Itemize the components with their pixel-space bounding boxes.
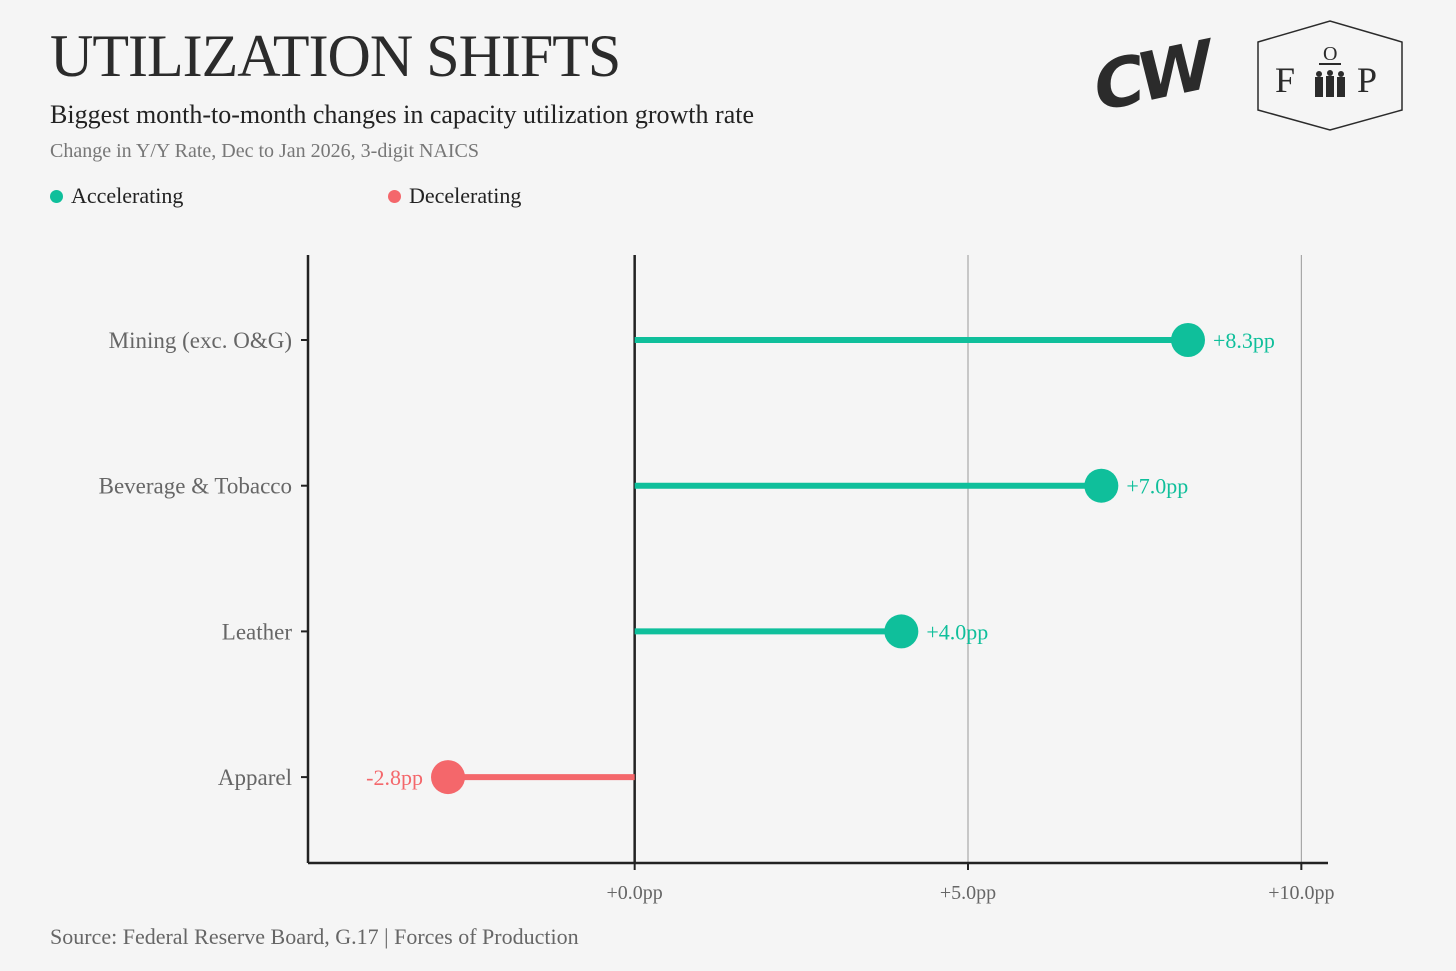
x-tick-label: +0.0pp bbox=[607, 882, 663, 904]
data-label: +8.3pp bbox=[1213, 328, 1275, 353]
legend-dot-icon bbox=[388, 189, 401, 203]
x-tick-label: +10.0pp bbox=[1268, 882, 1334, 904]
chart-title: UTILIZATION SHIFTS bbox=[50, 23, 621, 89]
fop-p: P bbox=[1357, 60, 1377, 100]
x-tick-label: +5.0pp bbox=[940, 882, 996, 904]
chart-caption: Change in Y/Y Rate, Dec to Jan 2026, 3-d… bbox=[50, 140, 480, 162]
fop-o: O bbox=[1323, 43, 1337, 65]
legend-dot-icon bbox=[50, 189, 63, 203]
y-tick-label: Mining (exc. O&G) bbox=[109, 328, 292, 353]
legend-accelerating: Accelerating bbox=[50, 183, 183, 209]
data-label: -2.8pp bbox=[366, 765, 423, 790]
fop-logo: F O P bbox=[1257, 20, 1403, 131]
y-tick-label: Beverage & Tobacco bbox=[99, 474, 292, 499]
legend-label: Accelerating bbox=[71, 183, 184, 208]
lollipop-dot bbox=[884, 614, 919, 649]
source-note: Source: Federal Reserve Board, G.17 | Fo… bbox=[50, 924, 579, 949]
chart-subtitle: Biggest month-to-month changes in capaci… bbox=[50, 100, 754, 129]
lollipop-dot bbox=[1084, 468, 1119, 503]
people-icon bbox=[1315, 70, 1345, 97]
lollipop-dot bbox=[1171, 323, 1205, 357]
data-label: +4.0pp bbox=[926, 619, 988, 644]
data-label: +7.0pp bbox=[1126, 474, 1188, 499]
y-tick-label: Apparel bbox=[218, 765, 292, 790]
lollipop-dot bbox=[431, 760, 465, 795]
fop-f: F bbox=[1275, 60, 1295, 100]
legend-decelerating: Decelerating bbox=[388, 183, 521, 209]
legend-label: Decelerating bbox=[409, 183, 522, 208]
y-tick-label: Leather bbox=[222, 619, 293, 644]
